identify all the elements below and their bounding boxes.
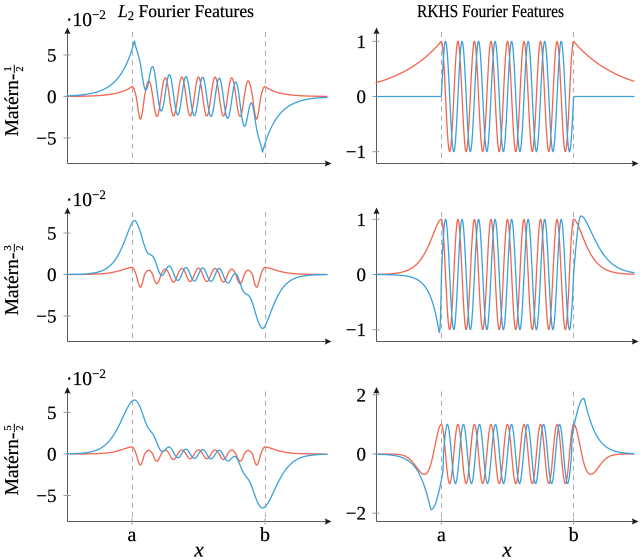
svg-text:Matérn-: Matérn- (2, 74, 23, 137)
svg-text:0: 0 (357, 87, 367, 108)
svg-text:2: 2 (15, 425, 26, 430)
svg-text:0: 0 (47, 265, 57, 286)
svg-text:a: a (128, 524, 137, 546)
svg-text:RKHS Fourier Features: RKHS Fourier Features (417, 1, 564, 21)
svg-text:5: 5 (3, 425, 14, 430)
svg-text:2: 2 (357, 385, 367, 406)
svg-text:1: 1 (3, 66, 14, 71)
svg-text:x: x (193, 538, 204, 560)
svg-text:b: b (260, 524, 270, 546)
svg-text:−1: −1 (346, 142, 366, 163)
svg-text:b: b (569, 524, 579, 546)
svg-text:5: 5 (47, 403, 57, 424)
svg-text:Matérn-: Matérn- (2, 253, 23, 316)
svg-text:−5: −5 (36, 486, 56, 507)
svg-text:1: 1 (357, 210, 367, 231)
svg-text:0: 0 (357, 445, 367, 466)
svg-text:2: 2 (15, 66, 26, 71)
svg-text:a: a (437, 524, 446, 546)
svg-text:3: 3 (3, 245, 14, 250)
svg-text:−5: −5 (36, 129, 56, 150)
svg-text:2: 2 (15, 245, 26, 250)
svg-text:−1: −1 (346, 320, 366, 341)
svg-text:−2: −2 (346, 504, 366, 525)
svg-text:1: 1 (357, 32, 367, 53)
svg-text:0: 0 (47, 445, 57, 466)
svg-text:Matérn-: Matérn- (2, 433, 23, 496)
svg-text:L2 Fourier Features: L2 Fourier Features (117, 1, 254, 23)
svg-text:x: x (501, 538, 512, 560)
svg-text:−5: −5 (36, 307, 56, 328)
svg-text:5: 5 (47, 46, 57, 67)
svg-text:0: 0 (47, 87, 57, 108)
svg-text:0: 0 (357, 265, 367, 286)
svg-text:5: 5 (47, 224, 57, 245)
